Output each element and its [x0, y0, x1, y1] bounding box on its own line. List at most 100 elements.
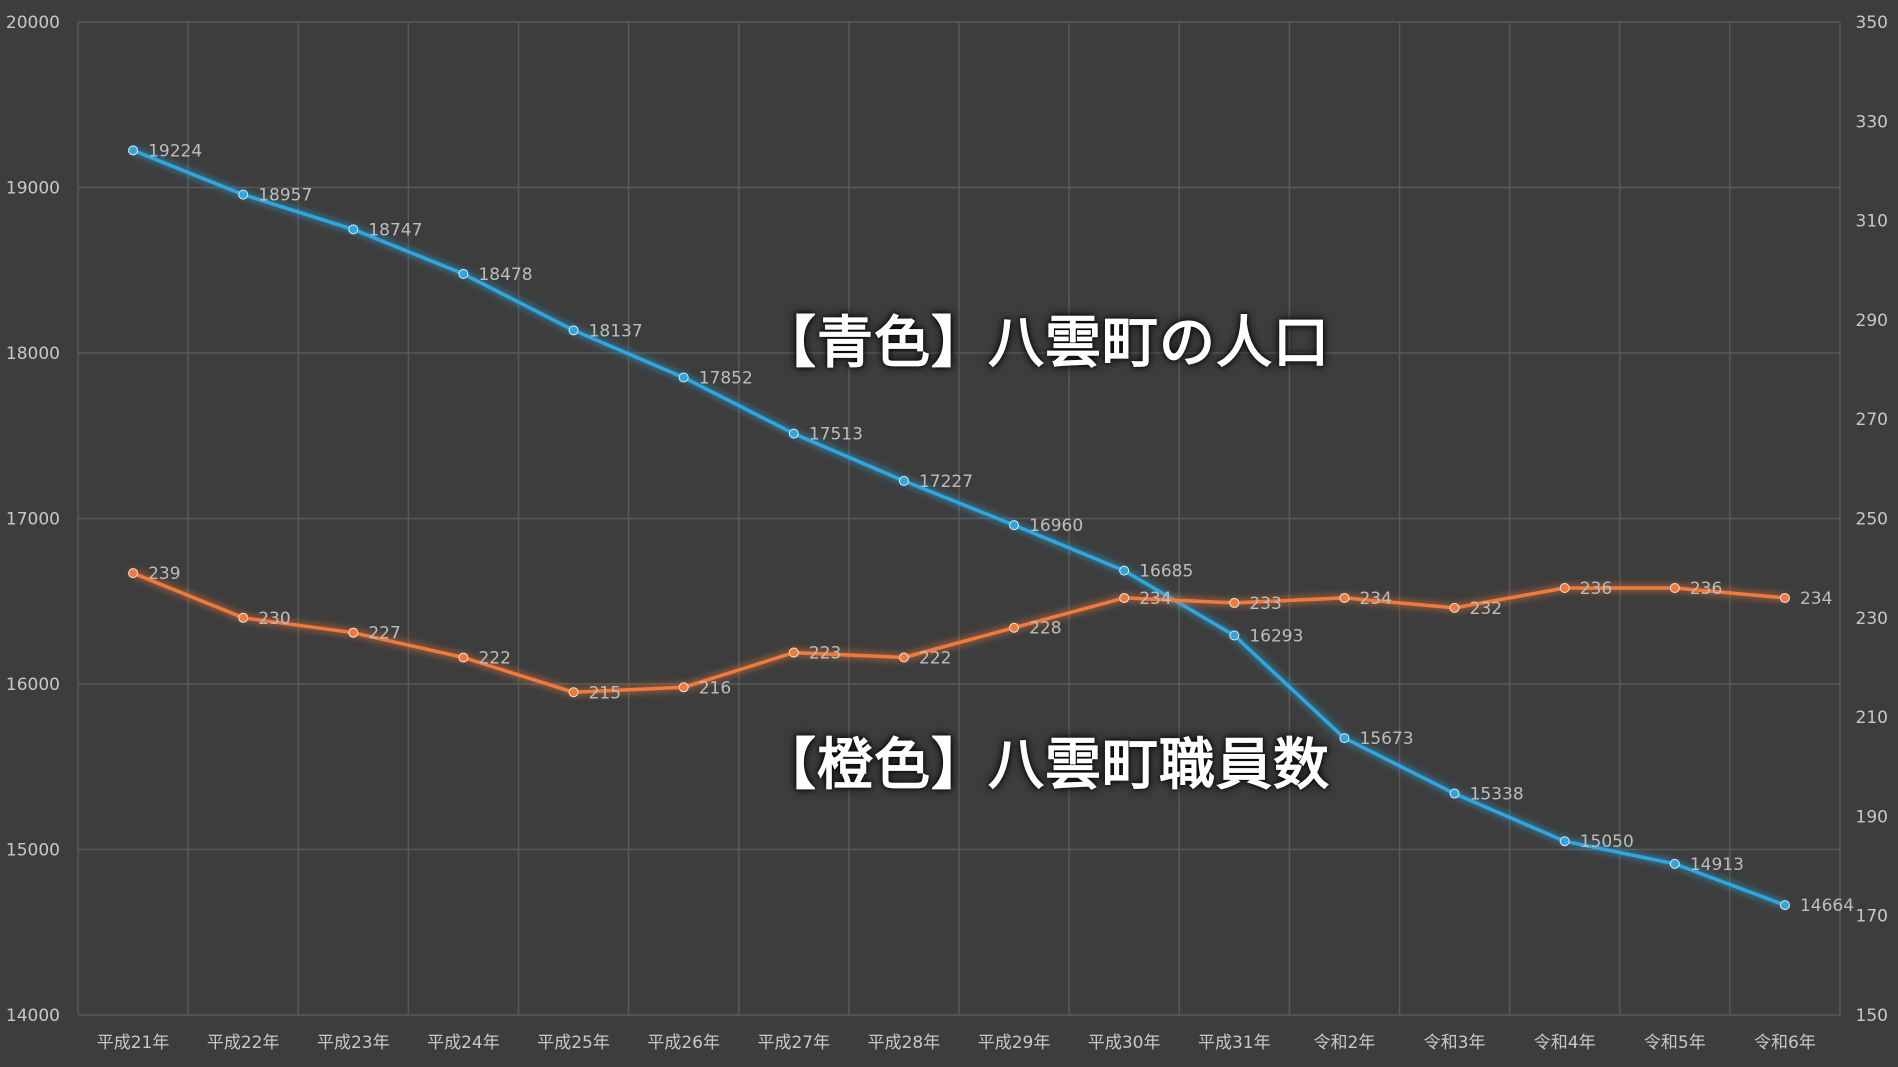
- left-tick-label: 20000: [6, 13, 60, 33]
- x-tick-label: 平成24年: [427, 1033, 500, 1053]
- blue-data-point: [1339, 733, 1350, 744]
- x-tick-label: 令和4年: [1534, 1033, 1596, 1053]
- x-tick-label: 令和2年: [1314, 1033, 1376, 1053]
- blue-data-label: 16685: [1139, 562, 1193, 582]
- orange-data-label: 230: [258, 609, 290, 629]
- x-tick-label: 令和3年: [1424, 1033, 1486, 1053]
- orange-data-label: 234: [1139, 589, 1171, 609]
- orange-data-label: 222: [478, 649, 510, 669]
- right-tick-label: 350: [1856, 13, 1888, 33]
- blue-data-point: [1779, 900, 1790, 911]
- blue-data-point: [1669, 858, 1680, 869]
- left-tick-label: 19000: [6, 179, 60, 199]
- left-tick-label: 18000: [6, 344, 60, 364]
- blue-data-label: 15673: [1359, 729, 1413, 749]
- orange-data-label: 234: [1800, 589, 1832, 609]
- blue-data-point: [1119, 565, 1130, 576]
- blue-data-point: [1229, 630, 1240, 641]
- blue-data-label: 18747: [368, 220, 422, 240]
- blue-data-label: 18957: [258, 186, 312, 206]
- right-tick-label: 210: [1856, 708, 1888, 728]
- right-tick-label: 290: [1856, 311, 1888, 331]
- orange-data-label: 233: [1249, 594, 1281, 614]
- orange-data-label: 239: [148, 564, 180, 584]
- x-tick-label: 平成22年: [207, 1033, 280, 1053]
- orange-data-point: [348, 627, 359, 638]
- blue-data-label: 17513: [809, 425, 863, 445]
- orange-data-point: [1779, 592, 1790, 603]
- blue-data-label: 16293: [1249, 627, 1303, 647]
- blue-data-label: 18478: [478, 265, 532, 285]
- x-tick-label: 平成31年: [1198, 1033, 1271, 1053]
- x-tick-label: 平成27年: [757, 1033, 830, 1053]
- right-tick-label: 250: [1856, 510, 1888, 530]
- orange-data-point: [1559, 583, 1570, 594]
- blue-series-annotation: 【青色】八雲町の人口: [760, 311, 1330, 376]
- left-tick-label: 17000: [6, 510, 60, 530]
- right-tick-label: 230: [1856, 609, 1888, 629]
- right-tick-label: 310: [1856, 212, 1888, 232]
- right-tick-label: 190: [1856, 807, 1888, 827]
- orange-data-point: [1449, 602, 1460, 613]
- x-tick-label: 平成25年: [537, 1033, 610, 1053]
- orange-data-label: 234: [1359, 589, 1391, 609]
- orange-data-label: 223: [809, 644, 841, 664]
- gridlines: [77, 21, 1841, 1016]
- right-tick-label: 170: [1856, 907, 1888, 927]
- orange-data-point: [788, 647, 799, 658]
- blue-data-point: [568, 325, 579, 336]
- blue-data-label: 14913: [1690, 855, 1744, 875]
- right-y-axis: 150 170 190 210 230 250 270 290 310 330 350: [1856, 13, 1888, 1026]
- blue-data-point: [1009, 520, 1020, 531]
- orange-series-annotation: 【橙色】八雲町職員数: [760, 733, 1330, 798]
- blue-data-point: [678, 372, 689, 383]
- x-tick-label: 令和6年: [1754, 1033, 1816, 1053]
- x-tick-label: 平成26年: [647, 1033, 720, 1053]
- blue-data-point: [1449, 788, 1460, 799]
- orange-data-label: 236: [1690, 579, 1722, 599]
- orange-data-point: [458, 652, 469, 663]
- x-tick-label: 令和5年: [1644, 1033, 1706, 1053]
- blue-data-point: [238, 189, 249, 200]
- blue-data-label: 17852: [699, 368, 753, 388]
- orange-series-line: [131, 571, 1787, 695]
- right-tick-label: 270: [1856, 410, 1888, 430]
- blue-data-point: [1559, 836, 1570, 847]
- orange-data-point: [1339, 592, 1350, 603]
- blue-data-label: 16960: [1029, 516, 1083, 536]
- x-tick-label: 平成21年: [97, 1033, 170, 1053]
- orange-data-point: [1119, 592, 1130, 603]
- left-tick-label: 14000: [6, 1006, 60, 1026]
- orange-data-label: 227: [368, 624, 400, 644]
- right-tick-label: 150: [1856, 1006, 1888, 1026]
- x-tick-label: 平成23年: [317, 1033, 390, 1053]
- orange-data-label: 228: [1029, 619, 1061, 639]
- blue-data-label: 14664: [1800, 896, 1854, 916]
- orange-data-point: [678, 682, 689, 693]
- blue-data-point: [898, 475, 909, 486]
- series-layer: 19224 18957 18747 18478 18137 17852 17513 17227…: [128, 141, 1854, 916]
- blue-data-point: [348, 224, 359, 235]
- x-axis: 平成21年 平成22年 平成23年 平成24年 平成25年 平成26年 平成27年 平成28年…: [97, 1033, 1816, 1053]
- blue-data-label: 18137: [589, 321, 643, 341]
- right-tick-label: 330: [1856, 112, 1888, 132]
- orange-data-label: 215: [589, 683, 621, 703]
- orange-data-point: [1009, 622, 1020, 633]
- series-blue: 19224 18957 18747 18478 18137 17852 17513 17227…: [128, 141, 1854, 916]
- orange-data-point: [1229, 597, 1240, 608]
- x-tick-label: 平成29年: [978, 1033, 1051, 1053]
- orange-data-point: [238, 612, 249, 623]
- left-y-axis: 14000 15000 16000 17000 18000 19000 20000: [6, 13, 60, 1026]
- orange-data-label: 232: [1470, 599, 1502, 619]
- blue-data-point: [458, 268, 469, 279]
- x-tick-label: 平成30年: [1088, 1033, 1161, 1053]
- orange-data-point: [128, 568, 139, 579]
- left-tick-label: 16000: [6, 675, 60, 695]
- blue-data-point: [128, 145, 139, 156]
- blue-data-point: [788, 428, 799, 439]
- x-tick-label: 平成28年: [868, 1033, 941, 1053]
- blue-series-line: [131, 148, 1787, 907]
- orange-data-label: 222: [919, 649, 951, 669]
